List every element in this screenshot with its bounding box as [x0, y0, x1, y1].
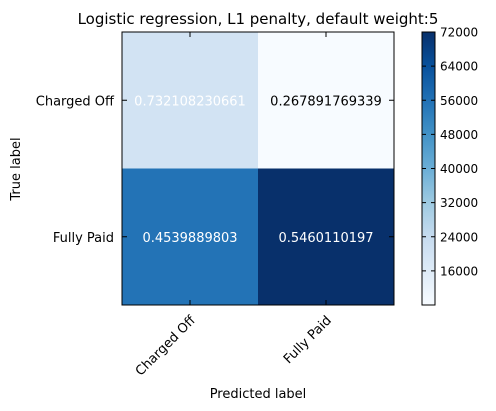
- cell-value-label: 0.267891769339: [270, 94, 382, 109]
- y-tick-label: Charged Off: [36, 94, 115, 109]
- x-tick-label: Charged Off: [133, 312, 200, 379]
- x-tick-label: Fully Paid: [281, 313, 335, 367]
- colorbar-tick-label: 24000: [440, 230, 478, 244]
- colorbar-tick-label: 40000: [440, 162, 478, 176]
- colorbar: 16000 24000 32000 40000 48000 56000 64000 72000: [422, 26, 478, 306]
- colorbar-tick-label: 56000: [440, 94, 478, 108]
- colorbar-tick-label: 64000: [440, 60, 478, 74]
- colorbar-tick-label: 72000: [440, 26, 478, 40]
- heatmap-cells: 0.732108230661 0.267891769339 0.4539889803…: [122, 32, 394, 305]
- cell-value-label: 0.4539889803: [142, 231, 237, 246]
- x-axis-label: Predicted label: [210, 387, 307, 402]
- colorbar-tick-label: 16000: [440, 264, 478, 278]
- colorbar-tick-label: 48000: [440, 128, 478, 142]
- colorbar-tick-label: 32000: [440, 196, 478, 210]
- y-tick-label: Fully Paid: [53, 231, 114, 246]
- cell-value-label: 0.732108230661: [134, 94, 246, 109]
- y-axis-label: True label: [9, 137, 24, 201]
- cell-value-label: 0.5460110197: [278, 231, 373, 246]
- chart-title: Logistic regression, L1 penalty, default…: [78, 10, 439, 28]
